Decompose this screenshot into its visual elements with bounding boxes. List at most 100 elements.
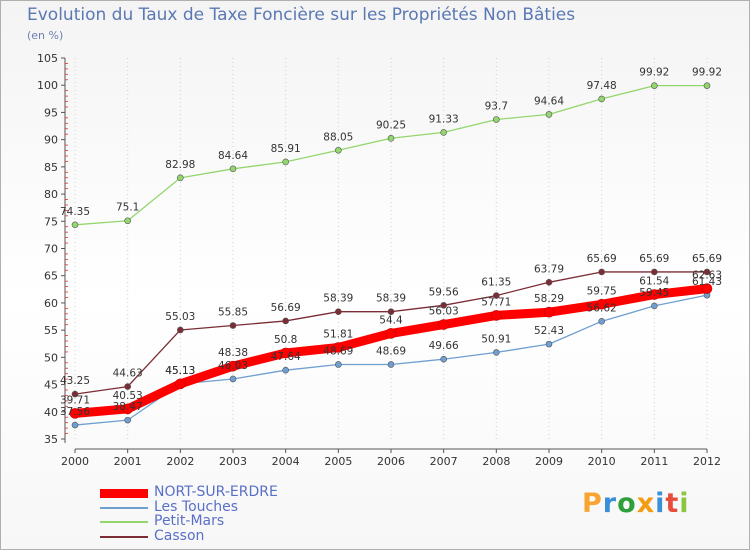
data-point [543,306,555,318]
data-label: 55.85 [218,307,248,319]
data-point [701,283,713,294]
y-tick-label: 100 [37,79,58,92]
data-label: 59.45 [639,287,669,299]
data-label: 45.13 [165,365,195,377]
logo-letter: o [617,488,637,519]
data-point [71,390,79,398]
data-label: 82.98 [165,159,195,171]
data-point [493,349,500,356]
data-point [651,82,658,89]
x-tick-label: 2005 [324,455,352,468]
data-point [387,134,395,142]
data-label: 93.7 [485,101,508,113]
data-label: 61.43 [692,276,722,288]
data-point [440,302,447,309]
data-point [280,347,291,359]
data-point [282,158,289,166]
x-tick-label: 2011 [640,455,668,468]
data-label: 74.35 [60,206,90,218]
data-point [227,360,239,372]
x-tick-label: 2008 [482,455,510,468]
data-point [69,408,81,419]
legend-label: Casson [154,527,205,544]
data-point [651,268,658,276]
data-point [491,310,502,321]
data-point [598,318,605,325]
data-point [651,302,658,310]
data-point [177,326,184,334]
data-label: 55.03 [165,311,195,323]
legend-swatch [100,535,148,538]
legend-swatch [100,521,148,523]
data-label: 75.1 [116,202,139,214]
data-label: 56.69 [271,302,301,314]
data-point [177,174,184,182]
data-point [703,268,711,276]
data-label: 61.35 [481,277,511,289]
data-label: 65.69 [692,253,722,265]
x-tick-label: 2001 [114,455,142,468]
data-label: 91.33 [429,113,459,125]
legend-label: Les Touches [154,498,238,515]
data-point [335,361,342,368]
data-point [124,416,131,424]
data-label: 45.13 [165,365,195,377]
data-label: 48.69 [376,345,406,357]
data-point [124,383,131,390]
legend-swatch [100,506,148,509]
y-tick-label: 40 [44,406,58,419]
data-point [545,279,553,286]
data-label: 44.63 [113,368,143,380]
data-label: 58.39 [323,293,353,305]
data-label: 57.71 [481,296,511,308]
y-tick-label: 105 [37,52,58,65]
y-tick-label: 45 [44,379,58,392]
x-tick-label: 2012 [693,455,721,468]
y-tick-label: 35 [44,433,58,446]
x-tick-label: 2010 [588,455,616,468]
data-label: 54.4 [379,314,403,326]
y-tick-label: 90 [44,134,58,147]
data-point [493,292,500,299]
data-point [385,328,397,339]
y-tick-label: 75 [44,215,58,228]
data-point [71,421,79,429]
proxiti-logo: Proxiti [582,488,690,519]
data-point [387,361,395,368]
data-label: 49.66 [429,340,459,352]
data-label: 52.43 [534,325,564,337]
x-tick-label: 2002 [166,455,194,468]
data-label: 84.64 [218,150,248,162]
data-label: 46.03 [218,360,248,372]
logo-letter: x [636,488,656,519]
data-point [122,403,133,415]
y-tick-label: 70 [44,243,58,256]
data-label: 50.8 [274,334,297,346]
data-point [229,165,237,173]
data-point [493,116,500,123]
data-point [282,317,289,325]
x-tick-label: 2000 [61,455,89,468]
data-point [545,340,553,348]
data-label: 61.54 [639,276,669,288]
data-label: 58.29 [534,293,564,305]
data-label: 59.75 [587,285,617,297]
x-tick-label: 2004 [272,455,300,468]
data-point [596,298,607,310]
data-label: 58.39 [376,293,406,305]
data-label: 65.69 [587,253,617,265]
x-tick-label: 2009 [535,455,563,468]
data-label: 94.64 [534,95,564,107]
chart-title: Evolution du Taux de Taxe Foncière sur l… [27,5,576,25]
data-label: 51.81 [323,329,353,341]
y-tick-label: 85 [44,161,58,174]
data-label: 63.79 [534,263,564,275]
data-point [438,319,449,330]
data-label: 99.92 [639,67,669,79]
data-label: 99.92 [692,67,722,79]
data-point [649,289,660,300]
y-tick-label: 95 [44,106,58,119]
y-tick-label: 55 [44,324,58,337]
data-label: 90.25 [376,119,406,131]
